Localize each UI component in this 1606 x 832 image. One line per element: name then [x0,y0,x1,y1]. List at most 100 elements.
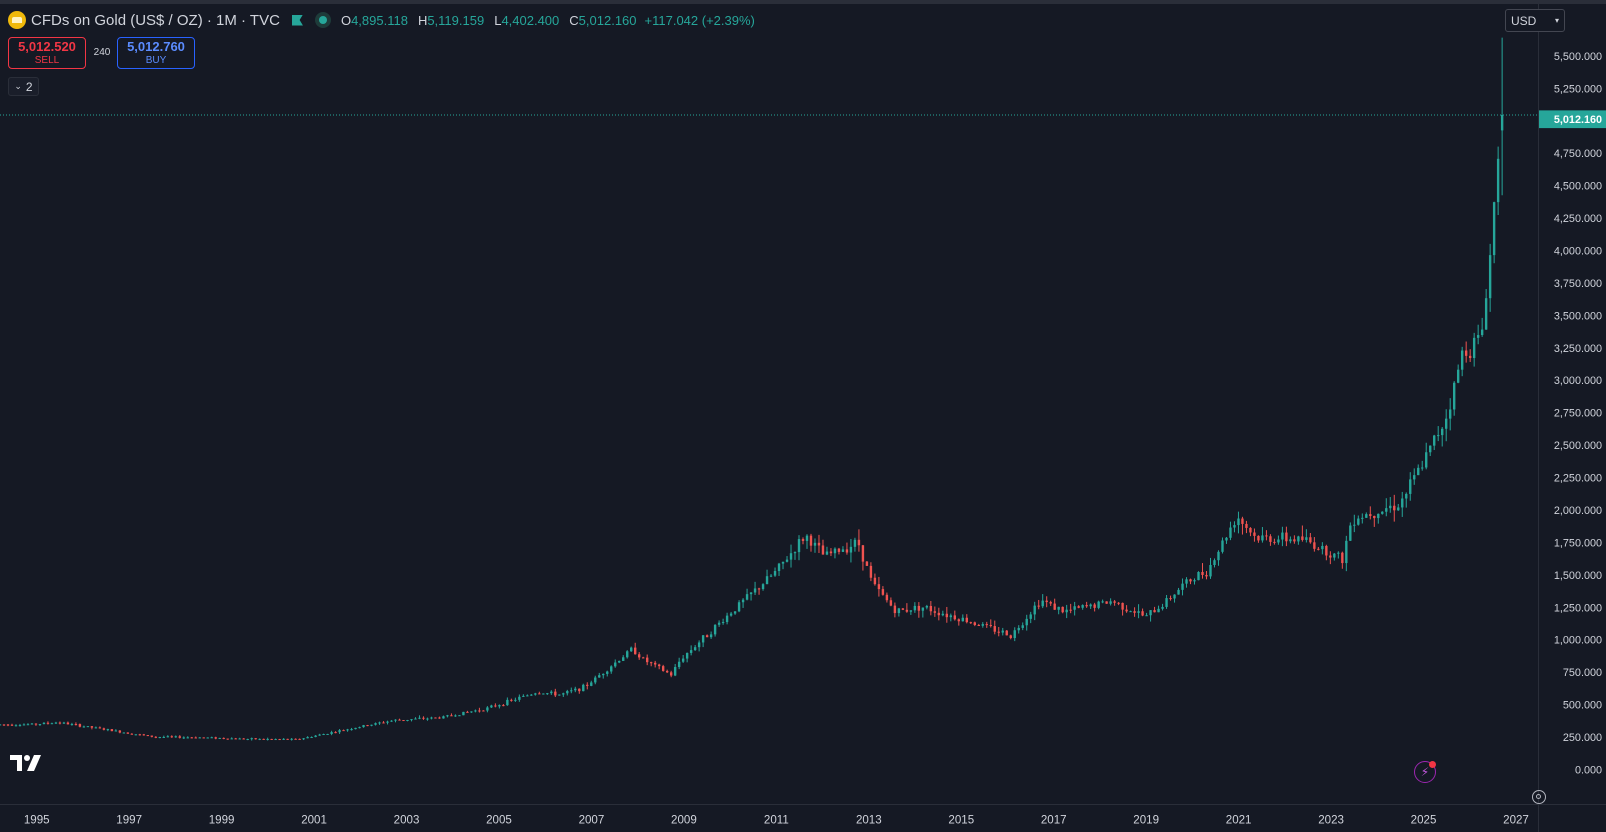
candle-body [478,710,481,712]
time-tick-label: 2025 [1411,814,1437,826]
price-tick-label: 500.000 [1563,700,1602,712]
candle-body [202,737,205,739]
candle-body [925,605,929,608]
candle-body [258,738,261,740]
candle-body [98,727,102,729]
candle-body [785,559,789,562]
candle-body [681,658,685,662]
candle-body [1201,571,1204,575]
candle-body [1041,600,1044,607]
candle-body [1249,527,1252,533]
candle-body [326,733,329,735]
candle-body [1341,552,1344,564]
candle-body [342,730,345,732]
candle-body [558,694,561,696]
candle-body [801,539,805,541]
candle-body [1057,606,1060,610]
candle-body [146,735,150,737]
candle-body [386,721,389,723]
candle-body [1089,604,1092,607]
close-value: C5,012.160 [569,12,637,28]
time-axis[interactable]: 1995 1997 1999 2001 2003 2005 2007 2009 2011 2013… [0,804,1538,832]
candle-body [222,737,225,739]
candle-body [126,732,130,734]
candle-body [26,724,30,726]
buy-button[interactable]: 5,012.760 BUY [117,37,195,69]
candle-body [430,717,433,719]
time-tick-label: 2003 [394,814,420,826]
candle-body [218,737,221,739]
candle-body [442,716,445,719]
currency-select[interactable]: USD ▾ [1505,9,1565,32]
candle-body [653,662,657,665]
candle-body [1229,527,1232,538]
price-axis[interactable]: 0.000 250.000 500.000 750.000 1,000.000 1,250… [1538,4,1606,804]
candle-body [18,725,22,727]
currency-value: USD [1511,13,1537,28]
candle-body [1165,598,1168,607]
candle-body [1273,541,1276,543]
bolt-icon[interactable]: ⚡ [1414,761,1436,783]
candle-body [1077,606,1080,608]
indicators-toggle[interactable]: ⌄ 2 [8,77,39,96]
candle-body [14,725,18,727]
candle-body [618,660,621,663]
candle-body [1233,525,1236,528]
candle-body [446,715,449,717]
candle-body [1385,508,1388,512]
sell-button[interactable]: 5,012.520 SELL [8,37,86,69]
price-tick-label: 3,250.000 [1554,343,1602,355]
candle-body [594,677,597,683]
candle-body [689,650,693,653]
candle-body [733,611,737,614]
candle-body [1277,539,1280,543]
candle-body [90,726,94,728]
candle-body [1441,428,1444,436]
price-tick-label: 2,250.000 [1554,473,1602,485]
gold-coin-icon[interactable] [8,11,26,29]
candle-body [1329,555,1332,558]
candle-body [486,707,489,711]
candle-body [114,730,118,732]
time-tick-label: 2009 [671,814,697,826]
tradingview-logo-icon[interactable] [10,753,44,773]
candle-body [1145,615,1148,617]
candle-body [973,622,976,626]
symbol-title[interactable]: CFDs on Gold (US$ / OZ) · 1M · TVC [31,11,280,29]
candle-body [1496,158,1500,203]
candle-body [673,667,677,676]
time-tick-label: 1999 [209,814,235,826]
settings-icon[interactable] [1532,790,1546,804]
candle-body [749,592,753,595]
candle-body [1189,579,1192,582]
candle-body [302,738,305,740]
candle-body [1281,532,1284,540]
candle-body [82,726,86,728]
candle-body [757,588,761,590]
candle-body [741,599,745,603]
candle-body [374,723,377,725]
candle-body [869,565,873,578]
price-chart[interactable] [0,4,1538,804]
candle-body [1460,350,1464,370]
candle-body [701,635,705,643]
price-tick-label: 3,750.000 [1554,278,1602,290]
candle-body [1185,579,1188,584]
price-tick-label: 3,000.000 [1554,375,1602,387]
candle-body [502,705,505,707]
candle-body [1297,536,1300,542]
market-status-icon[interactable] [314,12,331,28]
candle-body [214,737,217,739]
price-tick-label: 4,500.000 [1554,181,1602,193]
candle-body [106,729,110,731]
candle-body [450,715,453,717]
candle-body [134,734,138,736]
flag-icon[interactable] [291,14,303,26]
candle-body [845,549,849,553]
candle-body [1261,535,1264,541]
price-tick-label: 2,750.000 [1554,408,1602,420]
candle-body [1177,589,1180,595]
candle-body [102,728,106,730]
candle-body [562,693,565,695]
candle-body [194,737,197,739]
